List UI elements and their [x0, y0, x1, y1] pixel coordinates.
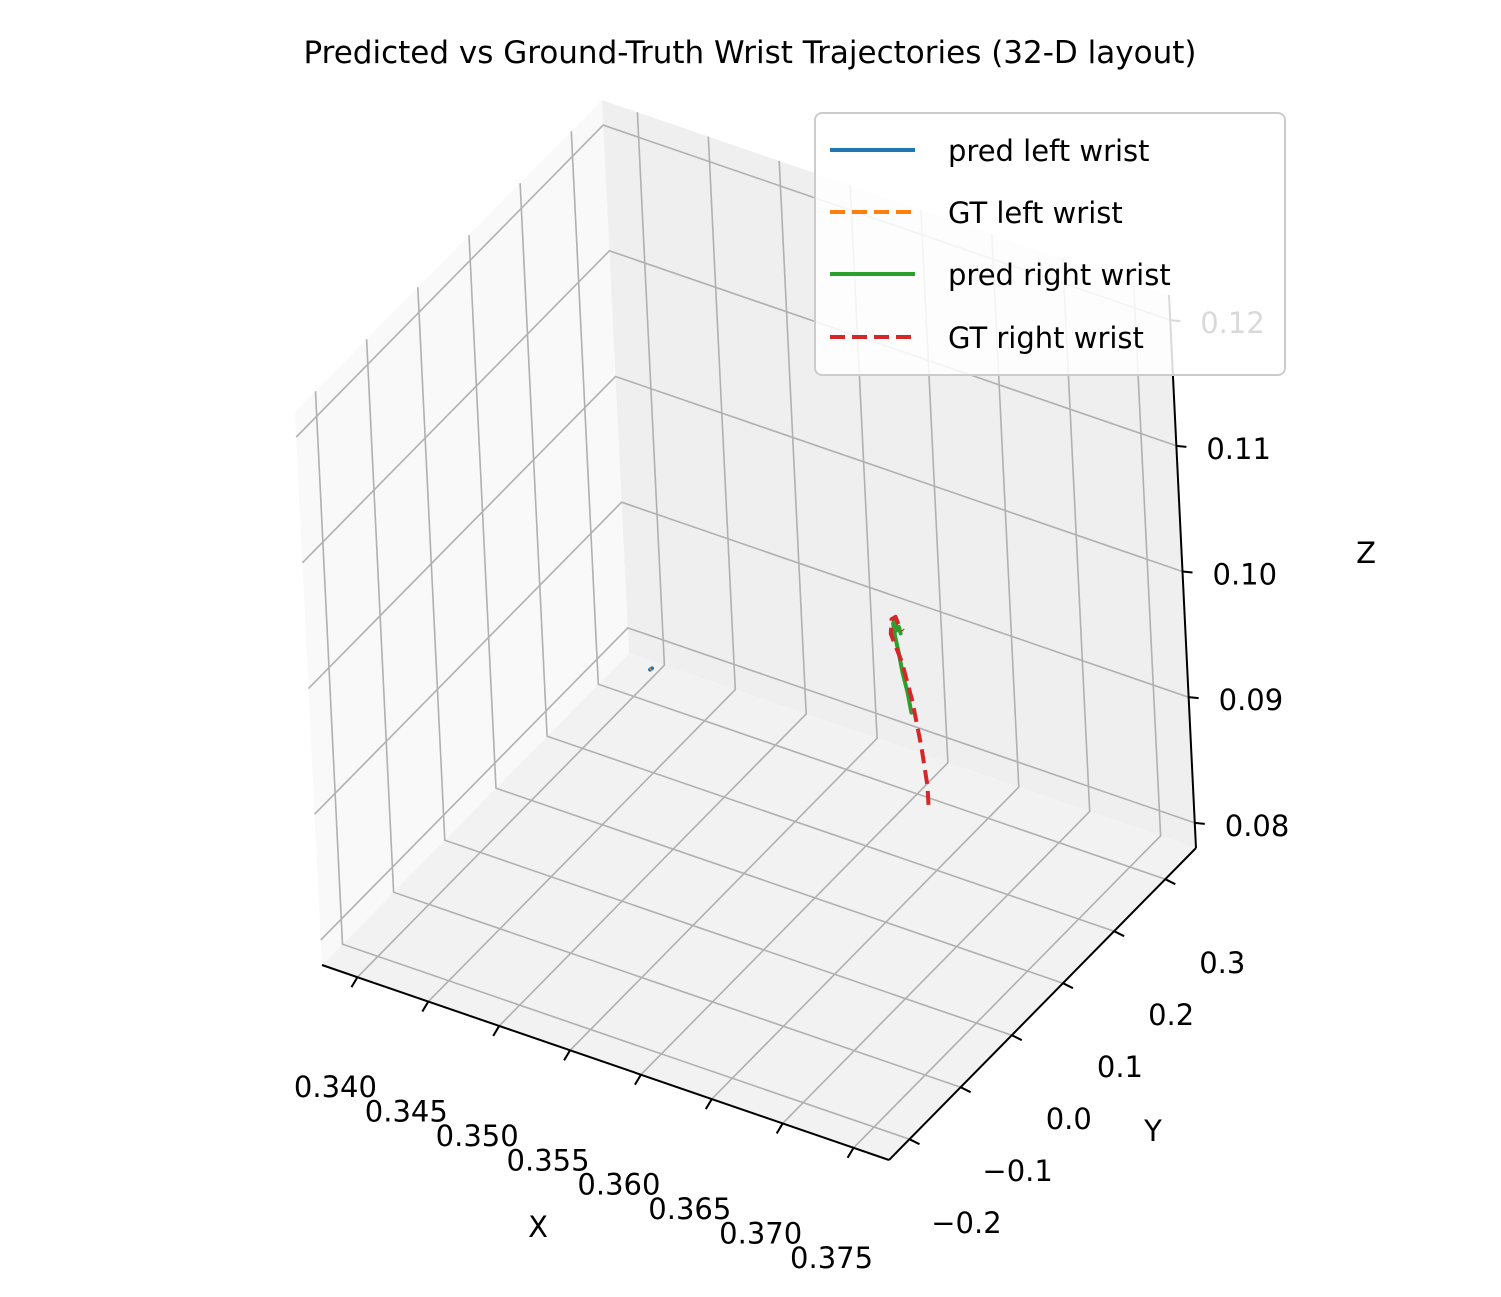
x-gridline — [853, 282, 1162, 1149]
x-axis-line — [321, 964, 890, 1161]
x-gridline — [427, 136, 737, 1003]
z-tick-label: 0.08 — [1225, 809, 1290, 843]
series-line — [888, 614, 931, 806]
legend: pred left wrist GT left wrist pred right… — [814, 112, 1286, 376]
data-series — [648, 614, 931, 806]
x-tick — [563, 1049, 571, 1061]
y-gridline — [365, 339, 961, 1088]
legend-label: GT left wrist — [948, 196, 1123, 230]
x-tick-label: 0.375 — [790, 1241, 873, 1275]
z-tick-label: 0.10 — [1213, 558, 1278, 592]
y-tick — [909, 1138, 920, 1146]
legend-label: GT right wrist — [948, 321, 1144, 355]
series-line — [891, 614, 914, 715]
y-tick-label: −0.2 — [931, 1206, 1001, 1240]
z-tick — [1182, 570, 1193, 574]
y-gridline — [570, 131, 1166, 880]
axis-ticks: 0.3400.3450.3500.3550.3600.3650.3700.375… — [294, 306, 1289, 1275]
y-axis-line — [888, 847, 1197, 1161]
x-tick-label: 0.370 — [719, 1216, 802, 1250]
legend-frame — [814, 112, 1286, 376]
y-tick — [1062, 982, 1074, 990]
x-tick-label: 0.355 — [507, 1143, 590, 1177]
z-gridline — [320, 626, 1196, 941]
x-tick-label: 0.340 — [294, 1070, 377, 1104]
x-gridline — [640, 209, 949, 1076]
x-gridline — [498, 160, 808, 1027]
x-tick — [634, 1074, 642, 1086]
y-tick — [1011, 1034, 1023, 1042]
x-tick-label: 0.350 — [436, 1119, 519, 1153]
x-tick-label: 0.345 — [365, 1095, 448, 1129]
series-line — [648, 667, 653, 672]
z-axis-label: Z — [1356, 536, 1376, 570]
z-tick-label: 0.11 — [1206, 432, 1271, 466]
y-gridline — [314, 391, 910, 1140]
y-gridline — [417, 287, 1013, 1036]
x-tick — [775, 1122, 784, 1134]
z-gridline — [314, 501, 1189, 815]
z-tick — [1176, 444, 1187, 448]
grid-lines — [295, 112, 1196, 1149]
x-tick-label: 0.365 — [648, 1192, 731, 1226]
z-tick-label: 0.09 — [1219, 683, 1284, 717]
y-axis-label: Y — [1143, 1114, 1162, 1148]
y-gridline — [468, 235, 1064, 984]
y-tick-label: 0.1 — [1097, 1050, 1143, 1084]
x-axis-label: X — [528, 1210, 548, 1244]
y-tick-label: 0.0 — [1046, 1102, 1092, 1136]
x-tick — [492, 1025, 501, 1037]
y-tick-label: 0.3 — [1199, 946, 1245, 980]
y-tick — [960, 1086, 972, 1094]
x-gridline — [356, 112, 666, 978]
z-tick — [1188, 696, 1199, 700]
x-tick — [846, 1147, 855, 1159]
legend-label: pred right wrist — [948, 258, 1171, 292]
y-tick — [1113, 930, 1125, 938]
y-gridline — [519, 183, 1115, 932]
floor-pane — [322, 653, 1196, 1160]
x-tick — [350, 976, 359, 988]
x-tick — [704, 1098, 713, 1110]
z-gridline — [307, 375, 1183, 690]
x-tick-label: 0.360 — [577, 1168, 660, 1202]
x-gridline — [711, 234, 1020, 1100]
x-gridline — [782, 258, 1091, 1124]
x-tick — [421, 1001, 430, 1013]
y-tick — [1164, 878, 1176, 886]
y-tick-label: 0.2 — [1148, 998, 1194, 1032]
z-tick — [1194, 821, 1205, 825]
z-gridline — [301, 249, 1177, 564]
y-tick-label: −0.1 — [982, 1154, 1052, 1188]
chart-title: Predicted vs Ground-Truth Wrist Trajecto… — [304, 35, 1197, 71]
legend-label: pred left wrist — [948, 134, 1150, 168]
